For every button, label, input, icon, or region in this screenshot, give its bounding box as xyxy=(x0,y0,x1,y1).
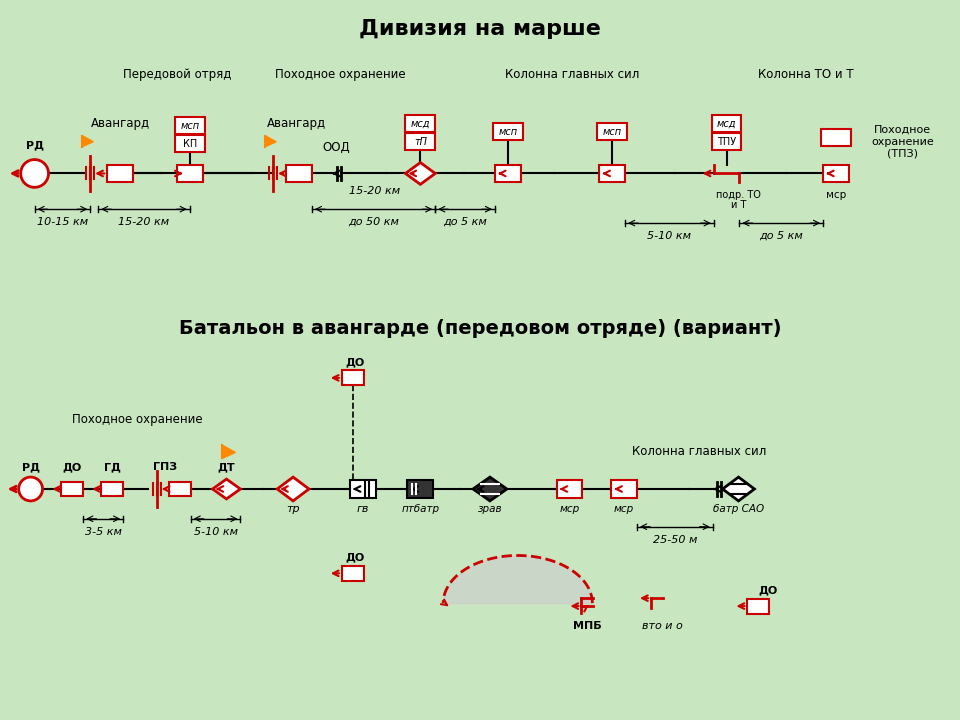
Text: РД: РД xyxy=(26,140,43,150)
Text: КП: КП xyxy=(182,139,197,149)
Polygon shape xyxy=(405,163,435,184)
Text: тр: тр xyxy=(286,504,300,514)
Text: Авангард: Авангард xyxy=(90,117,150,130)
Text: 15-20 км: 15-20 км xyxy=(348,186,399,197)
Text: Дивизия на марше: Дивизия на марше xyxy=(359,19,601,39)
Bar xyxy=(407,480,433,498)
Text: Колонна ТО и Т: Колонна ТО и Т xyxy=(758,68,853,81)
Text: ДО: ДО xyxy=(758,585,778,595)
Text: ООД: ООД xyxy=(322,141,349,154)
Text: птбатр: птбатр xyxy=(401,504,440,514)
Text: Колонна главных сил: Колонна главных сил xyxy=(632,445,766,458)
Circle shape xyxy=(18,477,42,501)
Text: до 5 км: до 5 км xyxy=(759,231,804,241)
Text: до 5 км: до 5 км xyxy=(444,217,487,227)
Polygon shape xyxy=(723,477,755,501)
Text: 5-10 км: 5-10 км xyxy=(194,526,237,536)
Text: Походное: Походное xyxy=(874,125,931,135)
Text: тП: тП xyxy=(414,137,427,147)
Bar xyxy=(177,165,203,182)
Text: 5-10 км: 5-10 км xyxy=(647,231,691,241)
Bar xyxy=(748,598,769,613)
Bar xyxy=(711,133,741,150)
Text: охранение: охранение xyxy=(871,137,934,147)
Bar xyxy=(599,165,625,182)
Text: мсд: мсд xyxy=(411,119,430,129)
Text: 15-20 км: 15-20 км xyxy=(118,217,170,227)
Text: мсп: мсп xyxy=(603,127,622,137)
Text: ГПЗ: ГПЗ xyxy=(153,462,177,472)
Polygon shape xyxy=(473,477,507,501)
Text: вто и о: вто и о xyxy=(641,621,683,631)
Polygon shape xyxy=(277,477,309,501)
Bar xyxy=(286,165,312,182)
Text: ДО: ДО xyxy=(345,552,365,562)
Text: ТПУ: ТПУ xyxy=(717,137,736,147)
Text: ДО: ДО xyxy=(345,357,365,367)
Polygon shape xyxy=(265,136,276,147)
Text: батр САО: батр САО xyxy=(713,504,764,514)
Bar xyxy=(349,480,375,498)
Text: мср: мср xyxy=(826,190,846,200)
Text: мсп: мсп xyxy=(498,127,517,137)
Bar xyxy=(342,370,364,385)
Text: ГД: ГД xyxy=(104,462,121,472)
Text: 3-5 км: 3-5 км xyxy=(84,526,122,536)
Text: Батальон в авангарде (передовом отряде) (вариант): Батальон в авангарде (передовом отряде) … xyxy=(179,319,781,338)
Polygon shape xyxy=(212,479,240,499)
Text: мсд: мсд xyxy=(717,119,736,129)
Text: 10-15 км: 10-15 км xyxy=(36,217,88,227)
Bar xyxy=(495,165,520,182)
Text: подр. ТО: подр. ТО xyxy=(716,190,761,200)
Text: мсп: мсп xyxy=(180,121,200,131)
Text: 25-50 м: 25-50 м xyxy=(653,535,697,544)
Bar xyxy=(821,130,851,146)
Text: РД: РД xyxy=(22,462,39,472)
Text: до 50 км: до 50 км xyxy=(348,217,399,227)
Polygon shape xyxy=(83,136,93,147)
Text: мср: мср xyxy=(614,504,635,514)
Bar xyxy=(101,482,123,496)
Text: МПБ: МПБ xyxy=(573,621,602,631)
Circle shape xyxy=(21,160,49,187)
Text: зрав: зрав xyxy=(478,504,502,514)
Text: (ТПЗ): (ТПЗ) xyxy=(887,148,918,158)
Bar xyxy=(169,482,191,496)
Text: гв: гв xyxy=(356,504,369,514)
Bar xyxy=(175,117,204,134)
Bar xyxy=(557,480,583,498)
Bar xyxy=(175,135,204,152)
Bar xyxy=(711,115,741,132)
Bar xyxy=(405,133,435,150)
Bar xyxy=(405,115,435,132)
Text: ДТ: ДТ xyxy=(218,462,235,472)
Text: Передовой отряд: Передовой отряд xyxy=(123,68,231,81)
Text: Походное охранение: Походное охранение xyxy=(72,413,203,426)
Polygon shape xyxy=(223,446,235,458)
Bar xyxy=(612,480,637,498)
Bar xyxy=(597,123,627,140)
Text: Походное охранение: Походное охранение xyxy=(276,68,406,81)
Bar xyxy=(342,566,364,581)
Bar xyxy=(492,123,523,140)
Text: и Т: и Т xyxy=(731,200,746,210)
Bar xyxy=(61,482,84,496)
Text: Колонна главных сил: Колонна главных сил xyxy=(505,68,639,81)
Text: мср: мср xyxy=(560,504,580,514)
Bar xyxy=(108,165,133,182)
Bar xyxy=(823,165,849,182)
Text: Авангард: Авангард xyxy=(267,117,325,130)
Text: ДО: ДО xyxy=(62,462,82,472)
